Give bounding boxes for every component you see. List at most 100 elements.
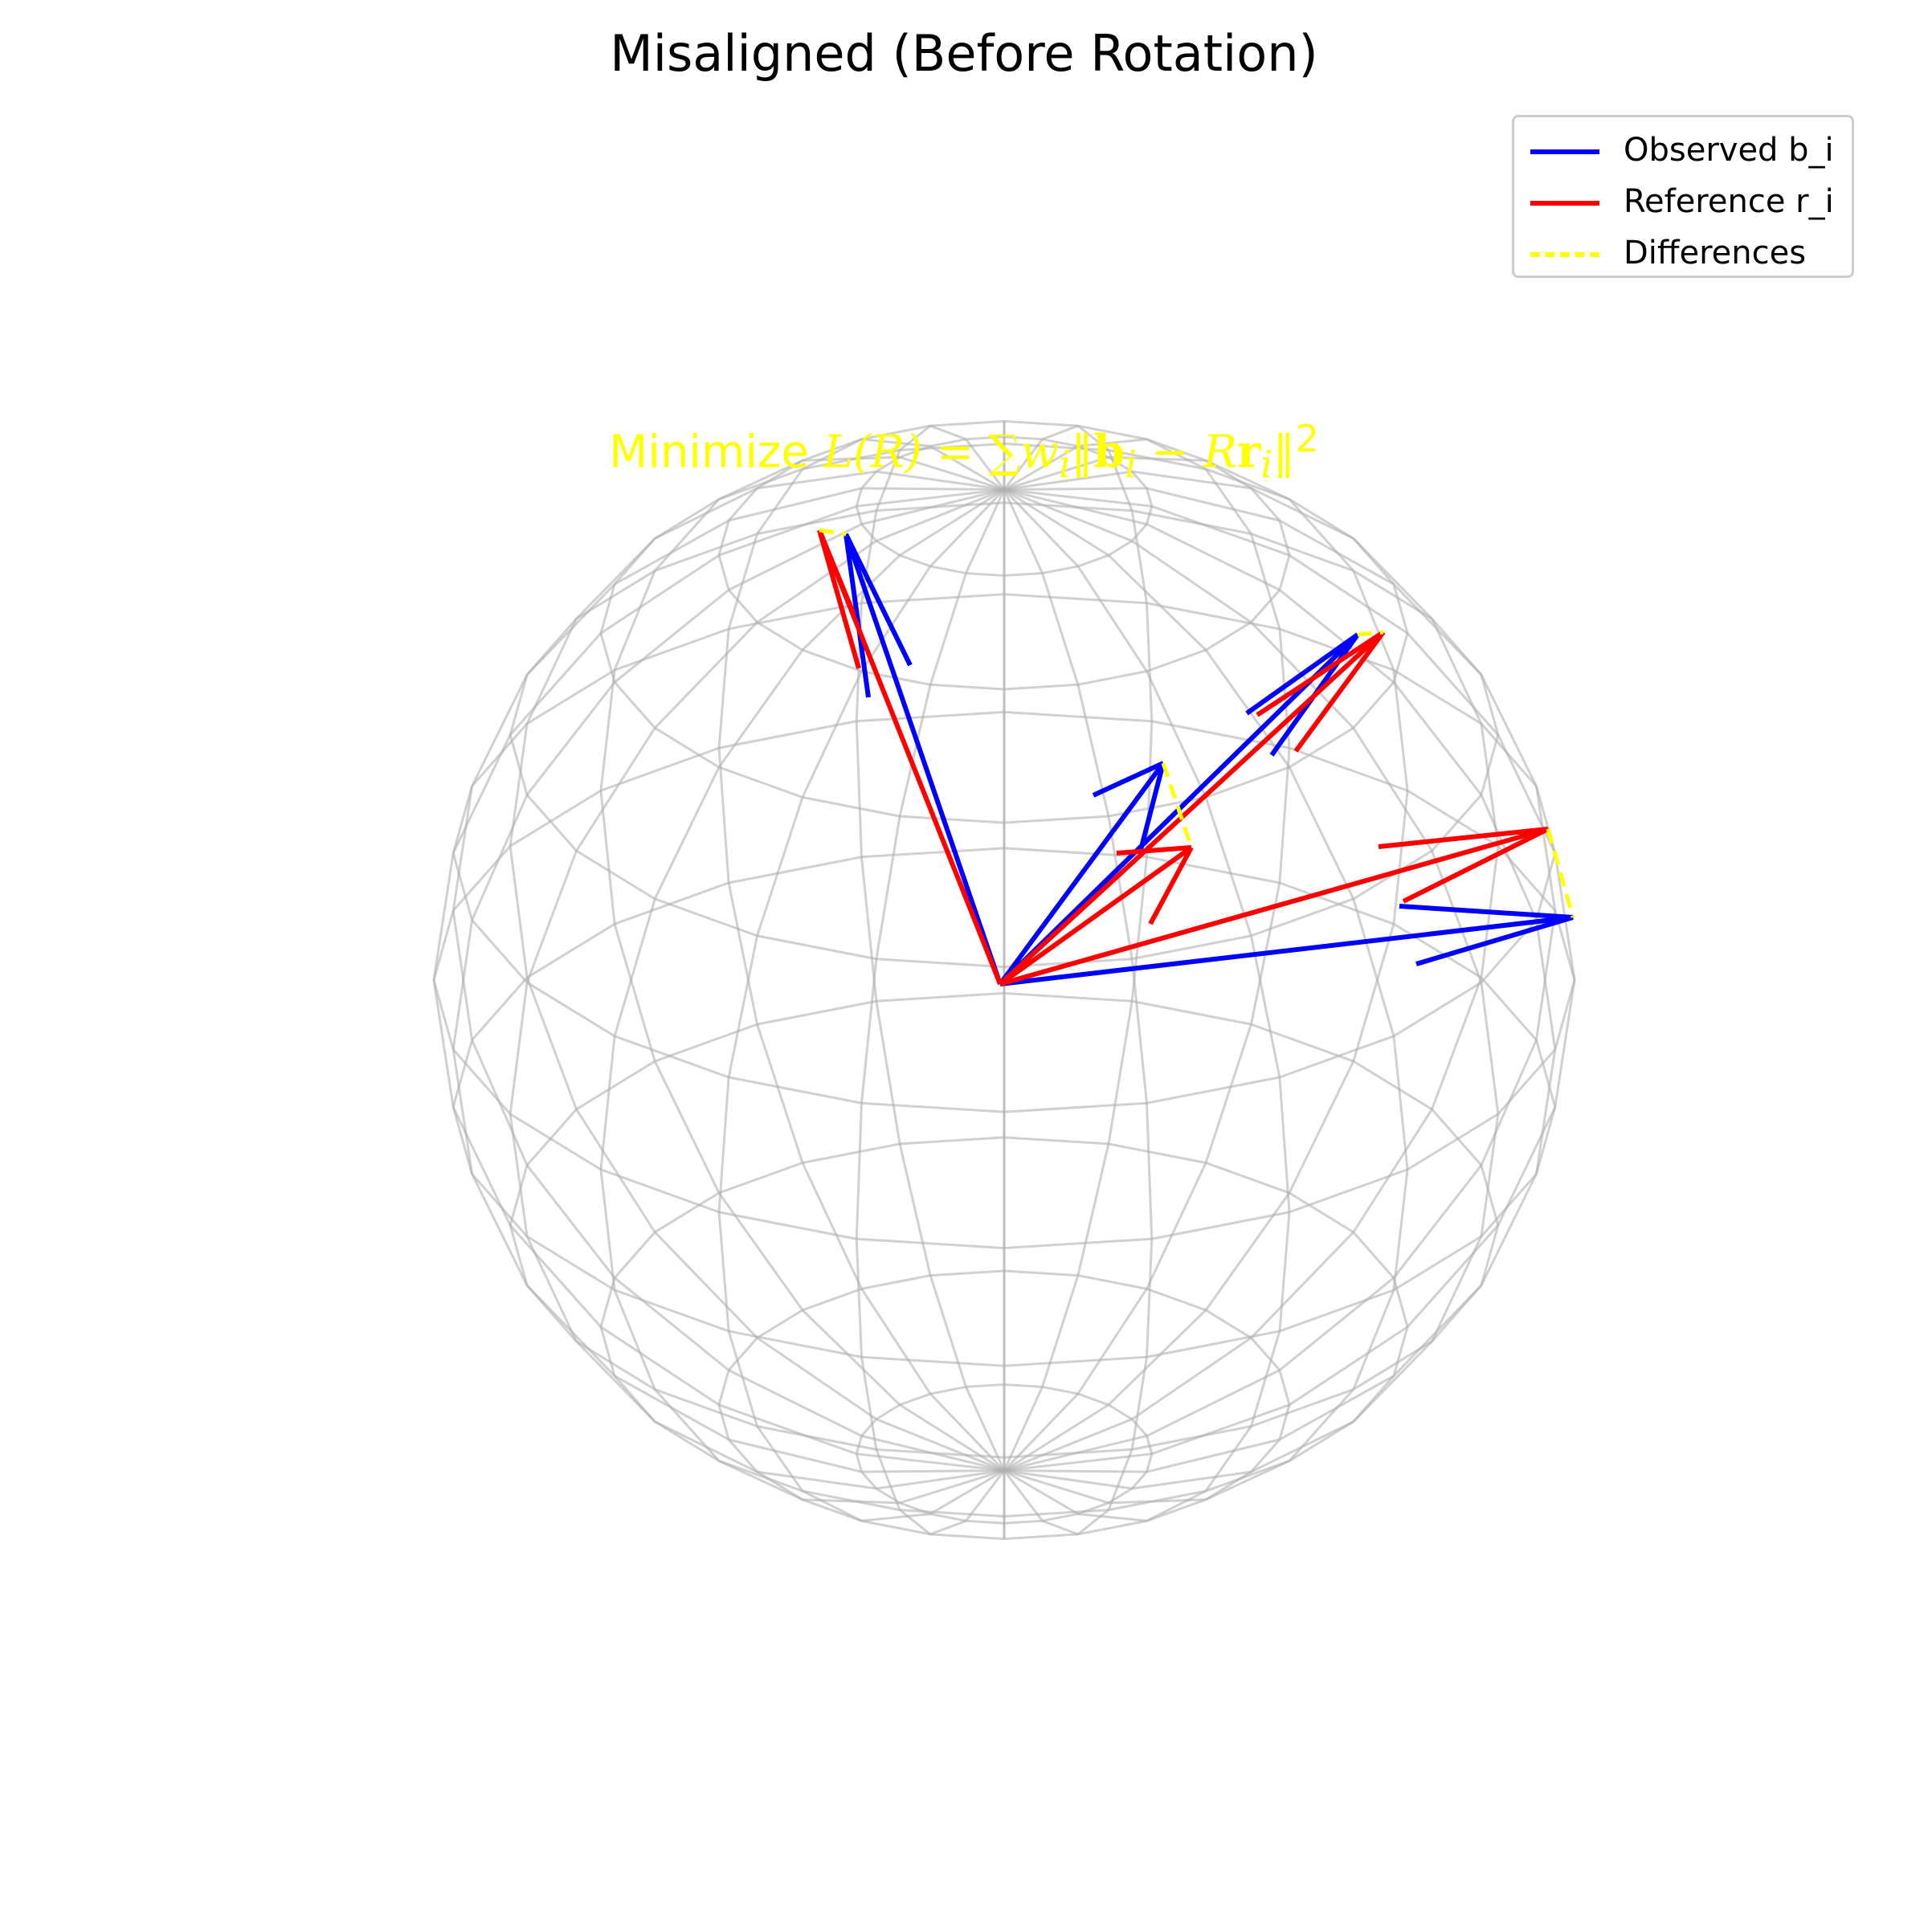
wire-lon-segment (1003, 488, 1152, 508)
wire-lat-segment (1392, 583, 1409, 634)
wire-lon-segment (1003, 1418, 1133, 1472)
wire-lat-segment (1392, 632, 1409, 683)
wire-lat-segment (1250, 487, 1281, 522)
wire-lon-segment (1146, 1369, 1281, 1437)
wire-lon-segment (1003, 488, 1044, 574)
wire-lat-segment (861, 1274, 931, 1290)
wire-lat-segment (1352, 1231, 1395, 1279)
wire-lat-segment (614, 627, 729, 672)
wire-lon-segment (1352, 570, 1395, 671)
wire-lat-segment (728, 1076, 862, 1105)
wire-lat-segment (727, 589, 758, 623)
wire-lon-segment (861, 1469, 1005, 1473)
wire-lat-segment (930, 1269, 1005, 1277)
wire-lon-segment (1041, 573, 1080, 685)
wire-lat-segment (861, 847, 1005, 859)
wire-lat-segment (1205, 766, 1290, 799)
wire-lon-segment (1003, 1393, 1079, 1472)
wire-lon-segment (728, 523, 863, 591)
wire-lon-segment (1278, 747, 1291, 884)
wire-lat-segment (1003, 435, 1043, 441)
wire-lat-segment (856, 1237, 1005, 1250)
reference-vector-2 (998, 630, 1386, 986)
wire-lon-segment (525, 1285, 616, 1377)
wire-lon-segment (727, 882, 759, 1025)
wire-lat-segment (1352, 681, 1395, 729)
wire-lat-segment (654, 1191, 720, 1234)
wire-lon-segment (614, 589, 730, 684)
wire-lon-segment (1003, 1469, 1109, 1505)
wire-lon-segment (860, 1288, 932, 1395)
wire-lat-segment (930, 683, 1005, 691)
wire-lon-segment (727, 935, 759, 1078)
wire-lon-segment (1352, 923, 1395, 1062)
wire-lat-segment (1003, 991, 1133, 1003)
wire-lat-segment (1146, 438, 1207, 462)
legend-item-observed: Observed b_i (1514, 127, 1852, 175)
legend-item-reference: Reference r_i (1514, 178, 1852, 227)
reference-vector-1-head (817, 529, 856, 616)
wire-lon-segment (929, 1469, 1005, 1515)
wire-lon-segment (718, 1460, 803, 1501)
wire-lon-segment (855, 1103, 863, 1240)
wire-lon-segment (1392, 669, 1409, 791)
wire-lat-segment (614, 1035, 729, 1079)
wire-lon-segment (1146, 1489, 1207, 1522)
wire-lon-segment (1108, 1498, 1207, 1505)
wire-lat-segment (802, 1142, 901, 1164)
wire-lat-segment (1250, 1388, 1354, 1428)
wire-lon-segment (717, 1076, 730, 1213)
wire-lon-segment (1003, 1469, 1079, 1515)
wire-lon-segment (653, 1060, 721, 1194)
difference-line-2 (1357, 630, 1384, 637)
wire-lat-segment (575, 849, 656, 901)
wire-lat-segment (1279, 1289, 1395, 1333)
wire-lon-segment (860, 1357, 878, 1450)
wire-lon-segment (899, 1509, 932, 1536)
wire-lon-segment (718, 504, 857, 557)
wire-lon-segment (1352, 1109, 1433, 1233)
wire-lon-segment (654, 1231, 758, 1339)
wire-lat-segment (599, 583, 616, 634)
wire-lat-segment (1042, 1513, 1079, 1522)
wire-lat-segment (1077, 1501, 1109, 1515)
wire-lon-segment (525, 618, 578, 725)
wire-lon-segment (1289, 553, 1408, 635)
wire-lon-segment (717, 1211, 730, 1332)
wire-lat-segment (654, 1023, 758, 1063)
wire-lon-segment (1288, 766, 1355, 900)
wire-lat-segment (855, 1453, 863, 1472)
wire-lon-segment (1131, 1470, 1252, 1490)
wire-lat-segment (1003, 1533, 1078, 1541)
wire-lat-segment (756, 1309, 803, 1339)
wire-lon-segment (1480, 1173, 1538, 1286)
wire-lat-segment (1003, 1383, 1043, 1388)
wire-lat-segment (614, 881, 729, 925)
wire-lon-segment (1289, 1325, 1408, 1407)
wire-lon-segment (860, 566, 932, 672)
wire-lat-segment (1146, 1498, 1207, 1522)
wire-lat-segment (451, 852, 474, 921)
wire-lat-segment (1480, 674, 1500, 736)
wire-lon-segment (875, 1001, 901, 1145)
wire-lon-segment (855, 1239, 863, 1358)
sphere-wireframe (432, 419, 1576, 1541)
wire-lon-segment (509, 723, 529, 847)
wire-lat-segment (599, 1326, 616, 1377)
wire-lat-segment (1393, 981, 1482, 1038)
wire-lon-segment (653, 766, 721, 900)
wire-lat-segment (717, 520, 730, 556)
wire-lon-segment (861, 438, 931, 447)
wire-lat-segment (718, 1460, 803, 1493)
wire-lat-segment (717, 1370, 730, 1406)
wire-lon-segment (575, 537, 656, 620)
wire-lat-segment (1146, 1436, 1154, 1455)
wire-lon-segment (801, 1309, 901, 1406)
wire-lat-segment (802, 1498, 863, 1522)
wire-lon-segment (1146, 1162, 1207, 1290)
wire-lat-segment (802, 648, 863, 673)
wire-lon-segment (1288, 1388, 1354, 1462)
wire-lat-segment (471, 919, 529, 984)
wire-lat-segment (876, 1403, 901, 1420)
wire-lat-segment (525, 1108, 578, 1166)
